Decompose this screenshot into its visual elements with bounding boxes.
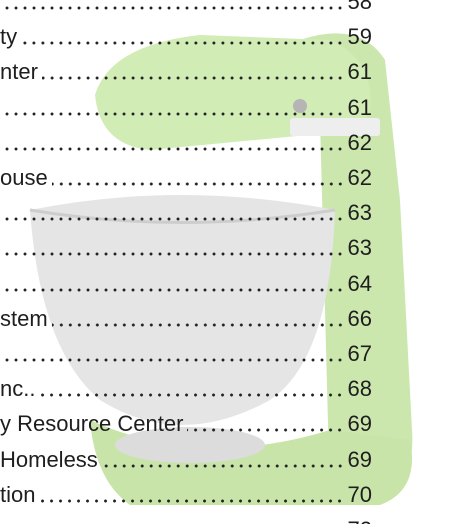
page-number: 61	[345, 57, 372, 87]
dot-leader	[0, 216, 345, 222]
toc-entry: 64	[0, 269, 372, 299]
dot-leader	[21, 40, 344, 46]
dot-leader	[0, 146, 345, 152]
page-number: 64	[345, 269, 372, 299]
dot-leader	[0, 357, 345, 363]
entry-title: ty	[0, 22, 21, 52]
page-number: 63	[345, 233, 372, 263]
toc-entry: ty 59	[0, 22, 372, 52]
page-number: 61	[345, 93, 372, 123]
page-number: 67	[345, 339, 372, 369]
dot-leader	[39, 392, 344, 398]
page-number: 69	[345, 445, 372, 475]
toc-entry: tion 70	[0, 480, 372, 510]
page-number: 68	[345, 374, 372, 404]
toc-entry: nter 61	[0, 57, 372, 87]
page-number: 72	[345, 515, 372, 524]
toc-entry: y Resource Center 69	[0, 409, 372, 439]
dot-leader	[187, 427, 344, 433]
toc-entry: 72	[0, 515, 372, 524]
page-number: 62	[345, 128, 372, 158]
toc-entry: stem 66	[0, 304, 372, 334]
page-number: 58	[345, 0, 372, 17]
entry-title: Homeless	[0, 445, 102, 475]
dot-leader	[0, 5, 345, 11]
dot-leader	[39, 498, 344, 504]
toc-entry: nc.. 68	[0, 374, 372, 404]
dot-leader	[52, 181, 345, 187]
dot-leader	[52, 322, 345, 328]
dot-leader	[0, 111, 345, 117]
page-number: 66	[345, 304, 372, 334]
entry-title: nc..	[0, 374, 39, 404]
toc-entry: 61	[0, 93, 372, 123]
page-number: 69	[345, 409, 372, 439]
page-number: 70	[345, 480, 372, 510]
dot-leader	[0, 251, 345, 257]
dot-leader	[0, 287, 345, 293]
toc-entry: 63	[0, 198, 372, 228]
entry-title: nter	[0, 57, 42, 87]
entry-title: y Resource Center	[0, 409, 187, 439]
toc-entry: ouse 62	[0, 163, 372, 193]
page-number: 62	[345, 163, 372, 193]
entry-title: tion	[0, 480, 39, 510]
toc-entry: Homeless 69	[0, 445, 372, 475]
toc-entry: 67	[0, 339, 372, 369]
toc-entry: 58	[0, 0, 372, 17]
entry-title: ouse	[0, 163, 52, 193]
dot-leader	[42, 75, 345, 81]
toc-page: 58 ty 59 nter 61 61 62 ouse 62 63 63 64 stem 66 67 nc..…	[0, 0, 465, 524]
entry-title: stem	[0, 304, 52, 334]
toc-entry: 63	[0, 233, 372, 263]
dot-leader	[102, 463, 345, 469]
page-number: 63	[345, 198, 372, 228]
page-number: 59	[345, 22, 372, 52]
toc-entry: 62	[0, 128, 372, 158]
